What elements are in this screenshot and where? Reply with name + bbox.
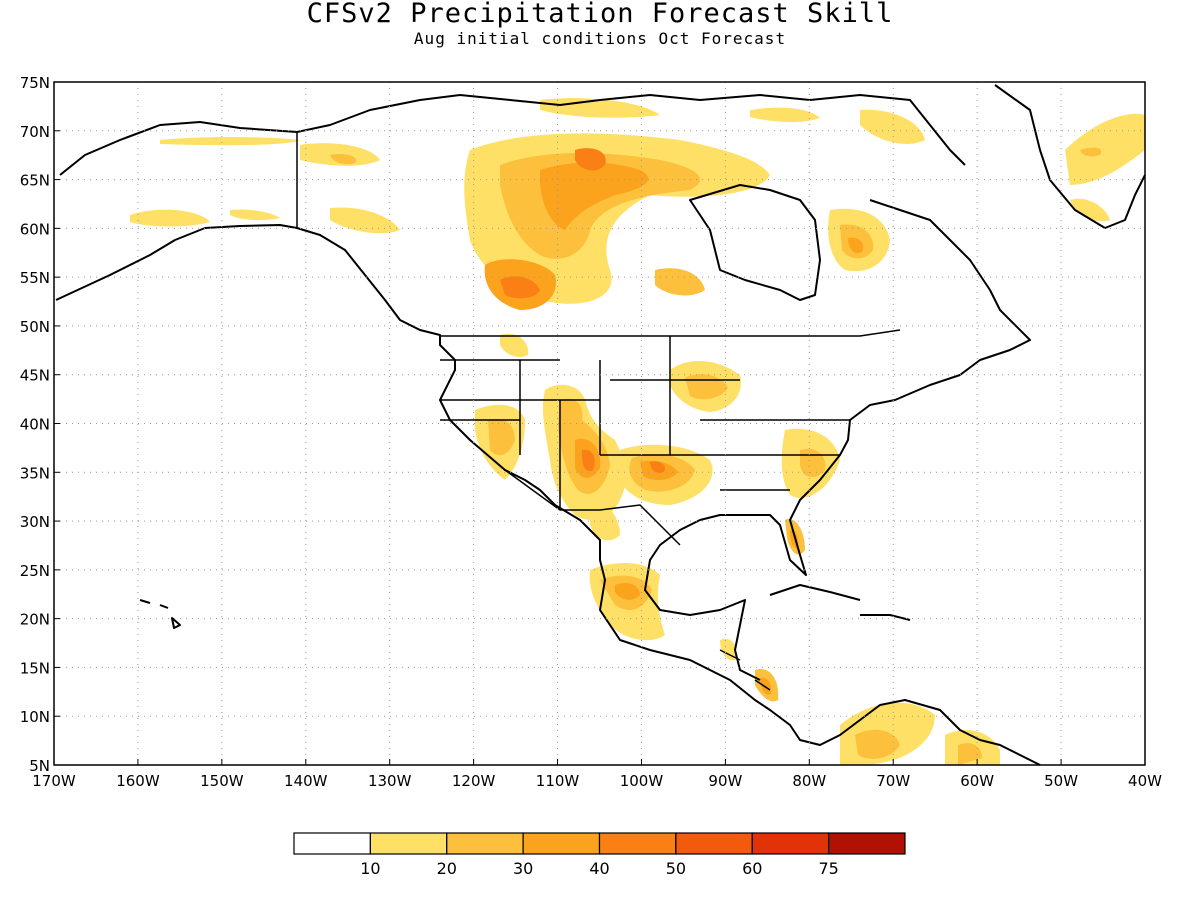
lat-tick-label: 60N bbox=[20, 220, 50, 238]
shading-canada-north bbox=[464, 133, 770, 310]
pacific-coast bbox=[55, 224, 1041, 766]
lat-tick-label: 35N bbox=[20, 464, 50, 482]
lat-tick-label: 20N bbox=[20, 611, 50, 629]
lat-tick-label: 5N bbox=[29, 757, 50, 775]
colorbar-swatch bbox=[293, 832, 371, 855]
lon-tick-label: 130W bbox=[368, 772, 412, 790]
hispaniola bbox=[860, 614, 911, 621]
hudson-bay bbox=[689, 184, 821, 301]
skill-shading bbox=[130, 98, 1145, 765]
colorbar-swatch bbox=[369, 832, 448, 855]
lon-tick-label: 90W bbox=[708, 772, 742, 790]
us-state-borders bbox=[440, 336, 850, 510]
colorbar-label: 30 bbox=[513, 859, 533, 878]
colorbar-swatch bbox=[598, 832, 677, 855]
lon-tick-label: 50W bbox=[1044, 772, 1078, 790]
lat-tick-label: 65N bbox=[20, 172, 50, 190]
lat-tick-label: 55N bbox=[20, 269, 50, 287]
lat-tick-label: 50N bbox=[20, 318, 50, 336]
colorbar-label: 60 bbox=[742, 859, 762, 878]
lat-tick-label: 15N bbox=[20, 659, 50, 677]
colorbar-swatch bbox=[675, 832, 753, 855]
labrador-coast bbox=[869, 199, 991, 291]
colorbar-label: 10 bbox=[360, 859, 380, 878]
central-america-borders bbox=[719, 649, 771, 691]
colorbar-swatch bbox=[446, 832, 524, 855]
borders bbox=[296, 132, 901, 691]
shading-greenland bbox=[1065, 113, 1145, 185]
lon-tick-label: 70W bbox=[876, 772, 910, 790]
lat-tick-label: 10N bbox=[20, 708, 50, 726]
lon-tick-label: 100W bbox=[620, 772, 664, 790]
cuba bbox=[769, 584, 861, 601]
lat-axis: 75N 70N 65N 60N 55N 50N 45N 40N 35N 30N 25N 20N 15N 1… bbox=[20, 74, 60, 775]
arctic-coast bbox=[59, 94, 966, 176]
colorbar-swatch bbox=[828, 832, 906, 855]
coastlines bbox=[55, 84, 1146, 766]
shading-quebec bbox=[828, 208, 890, 272]
lon-tick-label: 60W bbox=[960, 772, 994, 790]
lon-tick-label: 140W bbox=[284, 772, 328, 790]
shading-montana bbox=[500, 333, 529, 357]
shading-alaska-south bbox=[130, 209, 210, 227]
lon-tick-label: 110W bbox=[536, 772, 580, 790]
lat-tick-label: 75N bbox=[20, 74, 50, 92]
lat-tick-label: 40N bbox=[20, 416, 50, 434]
colorbar-label: 50 bbox=[666, 859, 686, 878]
hawaii bbox=[139, 599, 181, 629]
greenland-coast bbox=[994, 84, 1146, 229]
border-us-canada bbox=[440, 329, 901, 337]
shading-alaska-north bbox=[160, 137, 300, 146]
map-title: CFSv2 Precipitation Forecast Skill bbox=[306, 0, 894, 29]
lat-tick-label: 25N bbox=[20, 562, 50, 580]
border-us-mexico bbox=[504, 469, 681, 546]
colorbar-label: 75 bbox=[818, 859, 838, 878]
colorbar-label: 20 bbox=[437, 859, 457, 878]
colorbar-label: 40 bbox=[589, 859, 609, 878]
lon-tick-label: 160W bbox=[116, 772, 160, 790]
lon-axis: 170W 160W 150W 140W 130W 120W 110W 100W 90W 80W 70… bbox=[32, 759, 1162, 790]
lon-tick-label: 40W bbox=[1128, 772, 1162, 790]
lon-tick-label: 170W bbox=[32, 772, 76, 790]
colorbar: 10 20 30 40 50 60 75 bbox=[293, 832, 906, 878]
map-subtitle: Aug initial conditions Oct Forecast bbox=[413, 29, 787, 48]
lon-tick-label: 80W bbox=[792, 772, 826, 790]
shading-arctic-islands bbox=[540, 98, 660, 118]
lat-tick-label: 70N bbox=[20, 123, 50, 141]
shading-us-southwest bbox=[475, 384, 713, 541]
lat-tick-label: 45N bbox=[20, 367, 50, 385]
lon-tick-label: 120W bbox=[452, 772, 496, 790]
lon-tick-label: 150W bbox=[200, 772, 244, 790]
lat-tick-label: 30N bbox=[20, 513, 50, 531]
atlantic-gulf-coast bbox=[644, 289, 1031, 681]
colorbar-swatch bbox=[522, 832, 601, 855]
colorbar-swatch bbox=[751, 832, 830, 855]
